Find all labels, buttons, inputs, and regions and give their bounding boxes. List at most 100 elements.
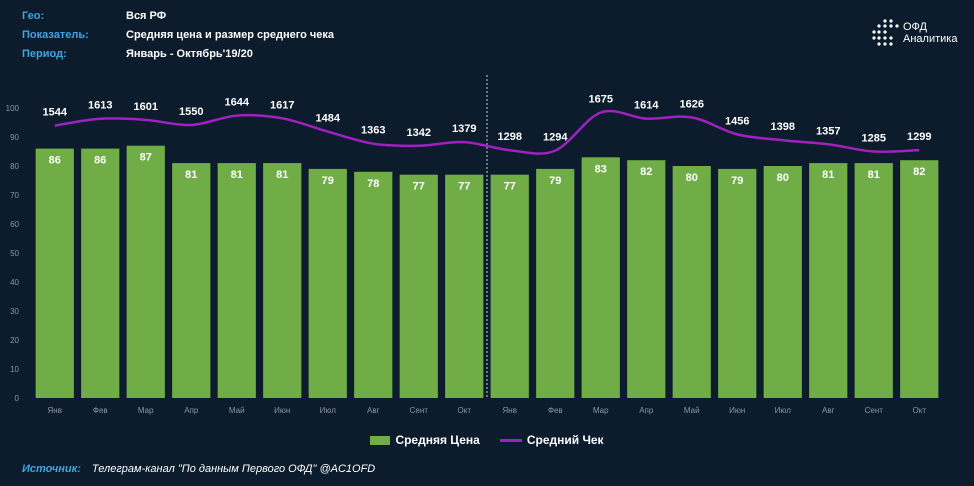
x-tick-label: Сент [410, 406, 429, 415]
x-tick-label: Янв [503, 406, 517, 415]
line-value-label: 1285 [862, 133, 886, 145]
legend: Средняя Цена Средний Чек [0, 433, 974, 447]
bar-value-label: 82 [640, 166, 652, 178]
bar [217, 163, 256, 398]
bar-value-label: 81 [868, 169, 880, 181]
y-tick-label: 50 [10, 249, 19, 258]
source-footer: Источник: Телеграм-канал "По данным Перв… [22, 463, 375, 475]
line-value-label: 1601 [134, 101, 158, 113]
line-series [54, 109, 920, 155]
x-tick-label: Июн [274, 406, 290, 415]
bar-value-label: 82 [913, 166, 925, 178]
legend-bar-label: Средняя Цена [395, 433, 480, 447]
bar [854, 163, 893, 398]
line-value-label: 1342 [407, 127, 431, 139]
bar-value-label: 79 [731, 175, 743, 187]
bar-value-label: 80 [777, 172, 789, 184]
bar-value-label: 81 [231, 169, 243, 181]
line-value-label: 1675 [589, 94, 613, 106]
x-tick-label: Мар [593, 406, 609, 415]
x-tick-label: Янв [48, 406, 62, 415]
legend-item-line: Средний Чек [499, 433, 604, 447]
geo-label: Гео: [22, 10, 45, 22]
ofd-logo: ОФД Аналитика [871, 18, 957, 48]
indicator-label: Показатель: [22, 29, 89, 41]
x-tick-label: Окт [913, 406, 927, 415]
x-tick-label: Июн [729, 406, 745, 415]
meta-geo: Гео: Вся РФ [22, 7, 334, 26]
bar-value-label: 77 [413, 181, 425, 193]
bar-value-label: 87 [140, 152, 152, 164]
bar [399, 174, 438, 398]
line-value-label: 1379 [452, 123, 476, 135]
line-value-label: 1644 [225, 97, 250, 109]
bar-value-label: 77 [504, 181, 516, 193]
x-tick-label: Авг [822, 406, 835, 415]
x-tick-label: Авг [367, 406, 380, 415]
y-tick-label: 100 [6, 104, 20, 113]
line-value-label: 1298 [498, 131, 522, 143]
x-tick-label: Июл [775, 406, 792, 415]
x-tick-label: Май [229, 406, 245, 415]
meta-period: Период: Январь - Октябрь'19/20 [22, 45, 334, 64]
y-tick-label: 40 [10, 278, 19, 287]
bar [672, 166, 711, 398]
bar-value-label: 79 [322, 175, 334, 187]
y-tick-label: 0 [15, 394, 20, 403]
line-value-label: 1294 [543, 132, 568, 144]
x-tick-label: Сент [865, 406, 884, 415]
x-tick-label: Мар [138, 406, 154, 415]
meta-indicator: Показатель: Средняя цена и размер средне… [22, 26, 334, 45]
geo-value: Вся РФ [126, 10, 167, 22]
line-value-label: 1626 [680, 98, 704, 110]
line-value-label: 1617 [270, 99, 294, 111]
x-tick-label: Апр [639, 406, 654, 415]
bar-value-label: 77 [458, 181, 470, 193]
bar [809, 163, 848, 398]
bar [445, 174, 484, 398]
y-tick-label: 80 [10, 162, 19, 171]
period-value: Январь - Октябрь'19/20 [126, 48, 253, 60]
logo-dots-icon [872, 19, 899, 46]
line-value-label: 1484 [316, 113, 341, 125]
bar-value-label: 86 [49, 155, 61, 167]
x-tick-label: Фев [548, 406, 563, 415]
x-tick-label: Окт [458, 406, 472, 415]
bar [627, 160, 666, 398]
bar [35, 148, 74, 398]
source-text: Телеграм-канал "По данным Первого ОФД" @… [91, 463, 376, 475]
legend-line-swatch [499, 438, 522, 442]
y-tick-label: 20 [10, 336, 19, 345]
bar-value-label: 78 [367, 178, 379, 190]
y-tick-label: 10 [10, 365, 19, 374]
logo-line1: ОФД [903, 21, 928, 33]
line-value-label: 1357 [816, 125, 840, 137]
x-tick-label: Фев [93, 406, 108, 415]
x-tick-label: Апр [184, 406, 199, 415]
legend-bar-swatch [370, 435, 391, 445]
line-value-label: 1363 [361, 125, 385, 137]
y-tick-label: 70 [10, 191, 19, 200]
line-value-label: 1544 [43, 107, 68, 119]
bar [536, 168, 575, 398]
bar-value-label: 79 [549, 175, 561, 187]
legend-line-label: Средний Чек [526, 433, 604, 447]
bar [81, 148, 120, 398]
bar [354, 171, 393, 398]
line-value-label: 1299 [907, 131, 931, 143]
bar [172, 163, 211, 398]
bar-value-label: 83 [595, 163, 607, 175]
bar-value-label: 81 [185, 169, 197, 181]
line-value-label: 1398 [771, 121, 795, 133]
bar-value-label: 81 [822, 169, 834, 181]
y-tick-label: 90 [10, 133, 19, 142]
bar-value-label: 80 [686, 172, 698, 184]
bar [763, 166, 802, 398]
period-label: Период: [22, 48, 67, 60]
y-tick-label: 30 [10, 307, 19, 316]
bar [263, 163, 302, 398]
y-tick-label: 60 [10, 220, 19, 229]
source-label: Источник: [22, 463, 81, 475]
bar-value-label: 86 [94, 155, 106, 167]
combo-chart: 0 10 20 30 40 50 60 70 80 90 100 86 Янв 86 Фев 87 Мар 81 А… [6, 75, 939, 415]
